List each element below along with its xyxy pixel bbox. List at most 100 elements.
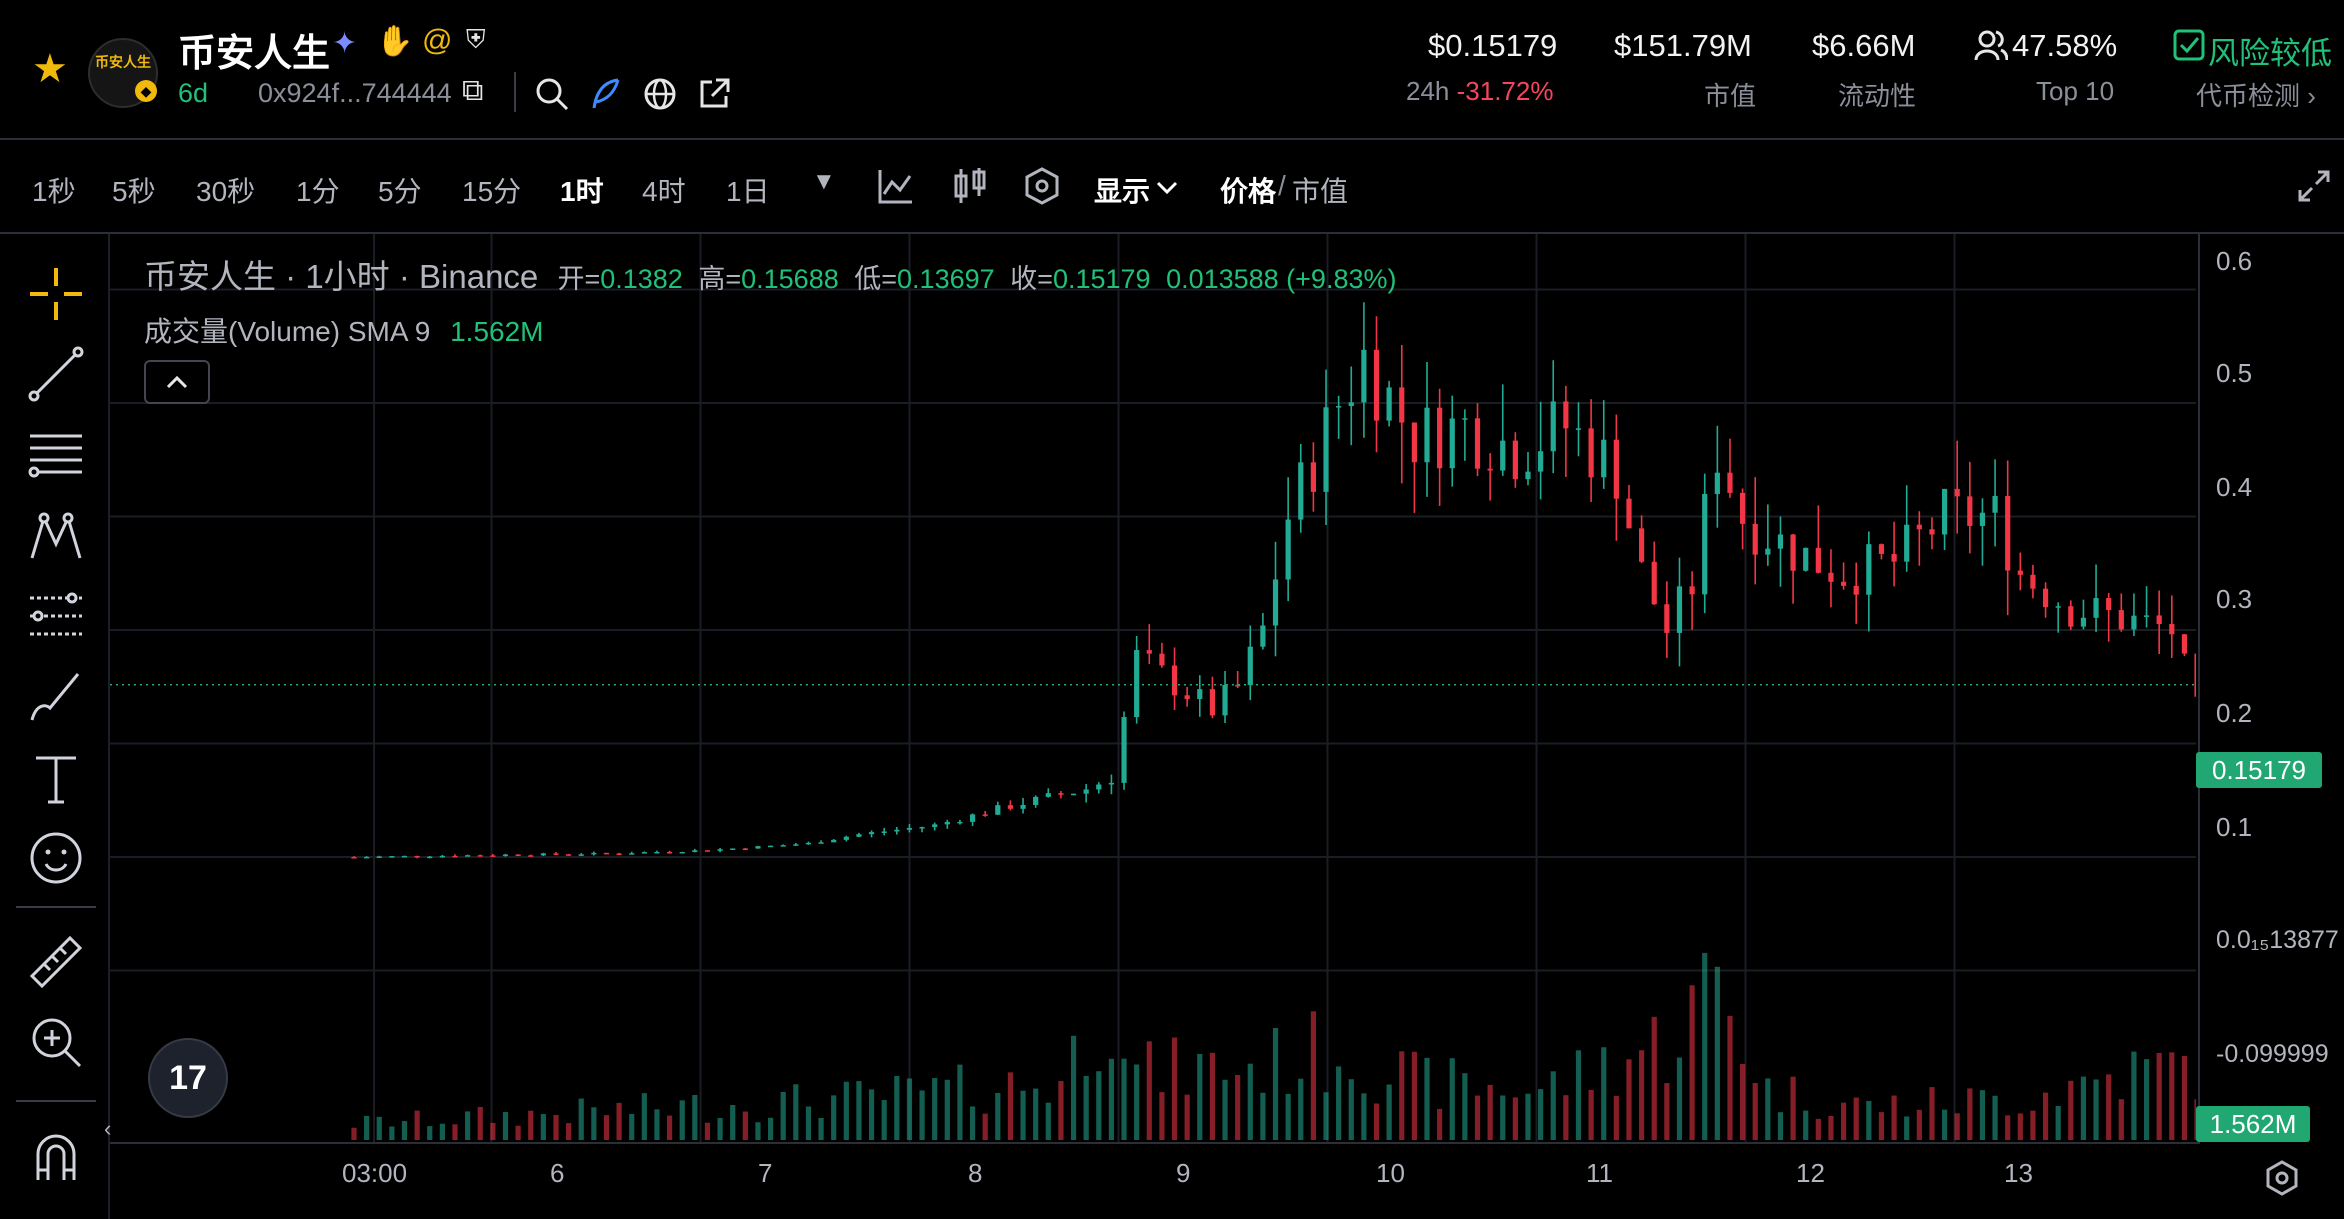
- volume-bar: [364, 1115, 370, 1140]
- candle-body: [1891, 553, 1897, 562]
- timeframe-30s[interactable]: 30秒: [196, 176, 256, 207]
- timeframe-1m[interactable]: 1分: [296, 176, 340, 207]
- pattern-icon[interactable]: [24, 504, 88, 568]
- volume-bar: [1462, 1073, 1468, 1140]
- chevron-down-icon[interactable]: [1156, 180, 1178, 196]
- collapse-toolbar-chevron-icon[interactable]: ‹: [104, 1116, 112, 1141]
- time-tick: 03:00: [342, 1158, 408, 1188]
- external-link-icon[interactable]: [696, 76, 732, 112]
- volume-bar: [616, 1102, 622, 1140]
- horizontal-lines-icon[interactable]: [24, 424, 88, 488]
- time-tick: 9: [1176, 1158, 1191, 1188]
- settings-hexagon-icon[interactable]: [1022, 166, 1062, 206]
- volume-bar: [1853, 1097, 1859, 1140]
- candle-body: [1588, 428, 1594, 478]
- price-chart[interactable]: [110, 234, 2196, 1219]
- volume-bar: [1247, 1063, 1253, 1140]
- volume-bar: [1386, 1084, 1392, 1140]
- candle-body: [1298, 462, 1304, 520]
- timeframe-1d[interactable]: 1日: [726, 176, 770, 207]
- shield-icon: ⛨: [466, 24, 486, 54]
- candle-body: [679, 852, 685, 854]
- more-timeframes-caret-icon[interactable]: ▼: [812, 168, 836, 195]
- candle-body: [2005, 495, 2011, 571]
- volume-bar: [1184, 1094, 1190, 1140]
- brush-icon[interactable]: [24, 664, 88, 728]
- emoji-icon[interactable]: [24, 826, 88, 890]
- candle-body: [1260, 625, 1266, 647]
- time-tick: 10: [1376, 1158, 1405, 1188]
- copy-icon[interactable]: ⧉: [462, 74, 484, 107]
- volume-bar: [1651, 1016, 1657, 1140]
- volume-bar: [868, 1089, 875, 1140]
- volume-bar: [957, 1064, 963, 1140]
- timeframe-5s[interactable]: 5秒: [112, 176, 156, 207]
- magnet-icon[interactable]: [24, 1124, 88, 1188]
- stat-price-label: 24h -31.72%: [1406, 76, 1554, 106]
- volume-bar: [1752, 1082, 1758, 1140]
- candle-body: [1639, 528, 1645, 562]
- volume-bar: [1626, 1059, 1632, 1140]
- tradingview-logo[interactable]: 17: [148, 1038, 228, 1118]
- current-volume-label: 1.562M: [2196, 1106, 2310, 1142]
- volume-bar: [1424, 1057, 1430, 1140]
- volume-bar: [2143, 1059, 2150, 1140]
- candle-body: [1512, 440, 1518, 480]
- volume-bar: [2131, 1051, 2137, 1140]
- price-toggle[interactable]: 价格: [1220, 176, 1277, 207]
- crosshair-icon[interactable]: [24, 262, 88, 326]
- candle-body: [881, 831, 887, 833]
- chart-settings-icon[interactable]: [2264, 1160, 2300, 1196]
- volume-bar: [439, 1123, 445, 1140]
- candle-body: [2181, 634, 2188, 654]
- current-price-label: 0.15179: [2196, 752, 2322, 788]
- indicators-icon[interactable]: [876, 166, 916, 206]
- feather-icon[interactable]: [588, 76, 624, 112]
- stat-price: $0.15179: [1428, 28, 1558, 63]
- candle-body: [1651, 561, 1657, 605]
- candle-body: [2055, 606, 2061, 608]
- candle-body: [1247, 646, 1253, 686]
- timeframe-5m[interactable]: 5分: [378, 176, 422, 207]
- trend-line-icon[interactable]: [24, 342, 88, 406]
- candle-body: [1474, 418, 1481, 469]
- candle-type-icon[interactable]: [950, 166, 990, 206]
- candle-body: [2017, 570, 2023, 575]
- favorite-star-icon[interactable]: ★: [32, 47, 68, 91]
- price-axis[interactable]: 0.6 0.5 0.4 0.3 0.2 0.1 0.0₁₅13877 -0.09…: [2198, 234, 2344, 1144]
- time-tick: 8: [968, 1158, 983, 1188]
- display-dropdown[interactable]: 显示: [1094, 176, 1151, 207]
- candle-body: [2068, 606, 2074, 627]
- candle-body: [944, 821, 950, 825]
- volume-bar: [553, 1114, 559, 1140]
- candle-body: [465, 855, 471, 857]
- timeframe-1h[interactable]: 1时: [560, 176, 604, 207]
- zoom-in-icon[interactable]: [24, 1010, 88, 1074]
- volume-bar: [2055, 1106, 2061, 1140]
- candle-body: [540, 853, 546, 856]
- volume-bar: [1815, 1118, 1821, 1140]
- forecast-icon[interactable]: [24, 584, 88, 648]
- volume-bar: [528, 1110, 534, 1140]
- timeframe-15m[interactable]: 15分: [462, 176, 522, 207]
- timeframe-4h[interactable]: 4时: [642, 176, 686, 207]
- timeframe-1s[interactable]: 1秒: [32, 176, 76, 207]
- volume-bar: [1702, 952, 1708, 1140]
- fullscreen-icon[interactable]: [2296, 168, 2332, 204]
- text-tool-icon[interactable]: [24, 746, 88, 810]
- tool-separator: [16, 906, 96, 908]
- volume-bar: [1020, 1090, 1026, 1140]
- candle-body: [1096, 784, 1102, 790]
- volume-bar: [1474, 1095, 1481, 1140]
- search-icon[interactable]: [534, 76, 570, 112]
- risk-level[interactable]: 风险较低: [2208, 36, 2332, 71]
- volume-bar: [1272, 1028, 1279, 1140]
- volume-bar: [704, 1122, 711, 1140]
- price-tick: 0.1: [2216, 812, 2253, 842]
- ruler-icon[interactable]: [24, 930, 88, 994]
- market-cap-toggle[interactable]: 市值: [1292, 176, 1349, 207]
- globe-icon[interactable]: [642, 76, 678, 112]
- token-check-link[interactable]: 代币检测 ›: [2196, 81, 2316, 111]
- collapse-legend-button[interactable]: [144, 360, 210, 404]
- candle-body: [1399, 387, 1405, 423]
